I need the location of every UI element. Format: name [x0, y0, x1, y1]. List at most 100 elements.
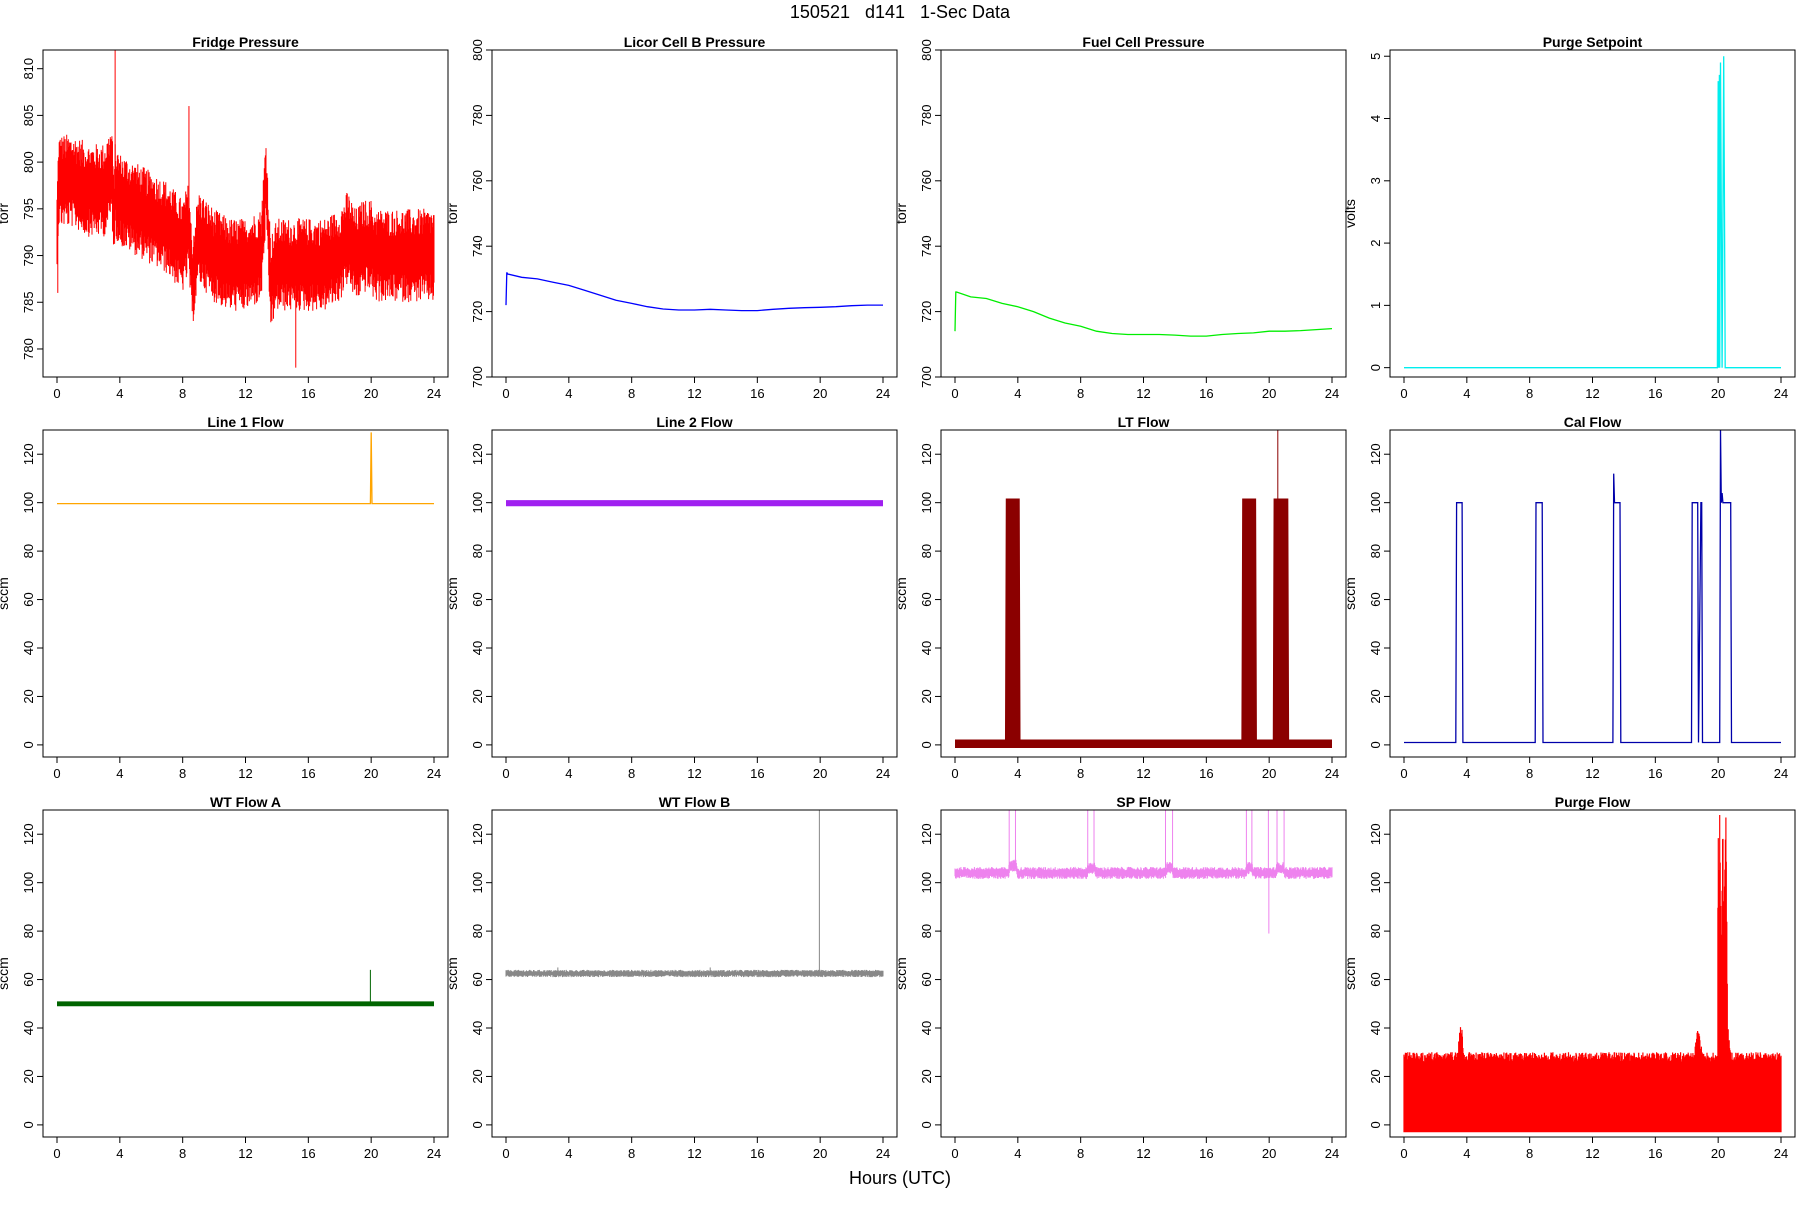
y-tick-label: 60	[1368, 592, 1383, 606]
x-tick-label: 24	[876, 766, 890, 781]
y-tick-label: 0	[919, 741, 934, 748]
x-tick-label: 4	[1014, 766, 1021, 781]
y-tick-label: 40	[1368, 1021, 1383, 1035]
x-tick-label: 8	[1526, 766, 1533, 781]
y-tick-label: 120	[1368, 823, 1383, 845]
x-tick-label: 0	[951, 386, 958, 401]
x-tick-label: 4	[1014, 1146, 1021, 1161]
x-tick-label: 0	[502, 1146, 509, 1161]
x-tick-label: 24	[427, 766, 441, 781]
panel-frame	[491, 429, 898, 758]
x-tick-label: 16	[301, 766, 315, 781]
x-tick-label: 12	[1136, 386, 1150, 401]
y-tick-label: 100	[919, 872, 934, 894]
panel-title: Fuel Cell Pressure	[1082, 34, 1204, 50]
panel-7: Cal Flow sccm 0 4 8 12 16 20 24 0 20 40 60 80 100 120	[1342, 414, 1796, 781]
y-tick-label: 120	[21, 443, 36, 465]
x-tick-label: 8	[1077, 766, 1084, 781]
y-tick-label: 0	[21, 741, 36, 748]
x-tick-label: 24	[427, 386, 441, 401]
x-tick-label: 16	[750, 766, 764, 781]
panel-2: Fuel Cell Pressure torr 0 4 8 12 16 20 24 700 720 7…	[893, 34, 1347, 401]
series-0	[56, 50, 435, 368]
y-axis-label: sccm	[444, 577, 460, 610]
y-tick-label: 120	[919, 823, 934, 845]
x-tick-label: 12	[238, 386, 252, 401]
y-axis-label: sccm	[1342, 577, 1358, 610]
x-tick-label: 12	[1585, 766, 1599, 781]
series-10	[954, 810, 1333, 934]
y-tick-label: 700	[919, 366, 934, 388]
x-tick-label: 4	[1463, 1146, 1470, 1161]
panel-title: Cal Flow	[1564, 414, 1622, 430]
y-tick-label: 120	[21, 823, 36, 845]
x-tick-label: 0	[951, 1146, 958, 1161]
y-tick-label: 780	[470, 105, 485, 127]
x-tick-label: 4	[116, 766, 123, 781]
x-tick-label: 20	[364, 766, 378, 781]
panel-0: Fridge Pressure torr 0 4 8 12 16 20 24 780 785 790 7…	[0, 34, 449, 401]
y-tick-label: 800	[21, 151, 36, 173]
series-9	[505, 810, 884, 978]
x-tick-label: 16	[1199, 386, 1213, 401]
x-tick-label: 0	[53, 1146, 60, 1161]
panel-6: LT Flow sccm 0 4 8 12 16 20 24 0 20 40 60 80 100 120	[893, 414, 1347, 781]
y-tick-label: 80	[1368, 924, 1383, 938]
panel-title: WT Flow B	[659, 794, 731, 810]
x-tick-label: 12	[1585, 386, 1599, 401]
y-axis-label: sccm	[893, 577, 909, 610]
y-tick-label: 0	[1368, 364, 1383, 371]
y-tick-label: 3	[1368, 177, 1383, 184]
x-tick-label: 0	[53, 766, 60, 781]
y-axis-label: sccm	[1342, 957, 1358, 990]
x-tick-label: 0	[502, 386, 509, 401]
y-tick-label: 80	[470, 544, 485, 558]
y-tick-label: 80	[919, 924, 934, 938]
x-tick-label: 24	[1325, 766, 1339, 781]
y-tick-label: 100	[1368, 492, 1383, 514]
y-tick-label: 60	[21, 972, 36, 986]
x-tick-label: 20	[1711, 766, 1725, 781]
panel-title: Line 1 Flow	[207, 414, 283, 430]
y-tick-label: 80	[470, 924, 485, 938]
y-tick-label: 20	[919, 1069, 934, 1083]
y-tick-label: 40	[1368, 641, 1383, 655]
panel-title: SP Flow	[1116, 794, 1170, 810]
x-tick-label: 16	[301, 1146, 315, 1161]
y-tick-label: 120	[470, 443, 485, 465]
panel-title: Licor Cell B Pressure	[624, 34, 766, 50]
panel-frame	[1389, 429, 1796, 758]
y-tick-label: 740	[919, 235, 934, 257]
panel-frame	[1389, 49, 1796, 378]
y-tick-label: 80	[21, 544, 36, 558]
y-tick-label: 20	[470, 1069, 485, 1083]
y-tick-label: 0	[919, 1121, 934, 1128]
x-tick-label: 4	[1014, 386, 1021, 401]
y-axis-label: torr	[893, 203, 909, 224]
x-tick-label: 12	[1136, 766, 1150, 781]
x-tick-label: 20	[1711, 1146, 1725, 1161]
y-axis-label: sccm	[0, 957, 11, 990]
y-tick-label: 700	[470, 366, 485, 388]
y-tick-label: 20	[1368, 1069, 1383, 1083]
y-tick-label: 2	[1368, 239, 1383, 246]
series-noise	[56, 134, 435, 323]
x-tick-label: 12	[687, 386, 701, 401]
y-tick-label: 40	[470, 641, 485, 655]
panel-frame	[42, 49, 449, 378]
y-tick-label: 100	[470, 872, 485, 894]
x-tick-label: 8	[179, 766, 186, 781]
y-tick-label: 120	[1368, 443, 1383, 465]
y-tick-label: 795	[21, 198, 36, 220]
x-tick-label: 16	[750, 1146, 764, 1161]
x-tick-label: 24	[876, 1146, 890, 1161]
x-tick-label: 16	[1648, 1146, 1662, 1161]
x-tick-label: 20	[1262, 766, 1276, 781]
panel-title: Fridge Pressure	[192, 34, 299, 50]
y-tick-label: 20	[21, 1069, 36, 1083]
x-tick-label: 12	[1585, 1146, 1599, 1161]
series-6	[955, 430, 1332, 748]
series-fill	[1403, 815, 1782, 1133]
y-tick-label: 100	[919, 492, 934, 514]
